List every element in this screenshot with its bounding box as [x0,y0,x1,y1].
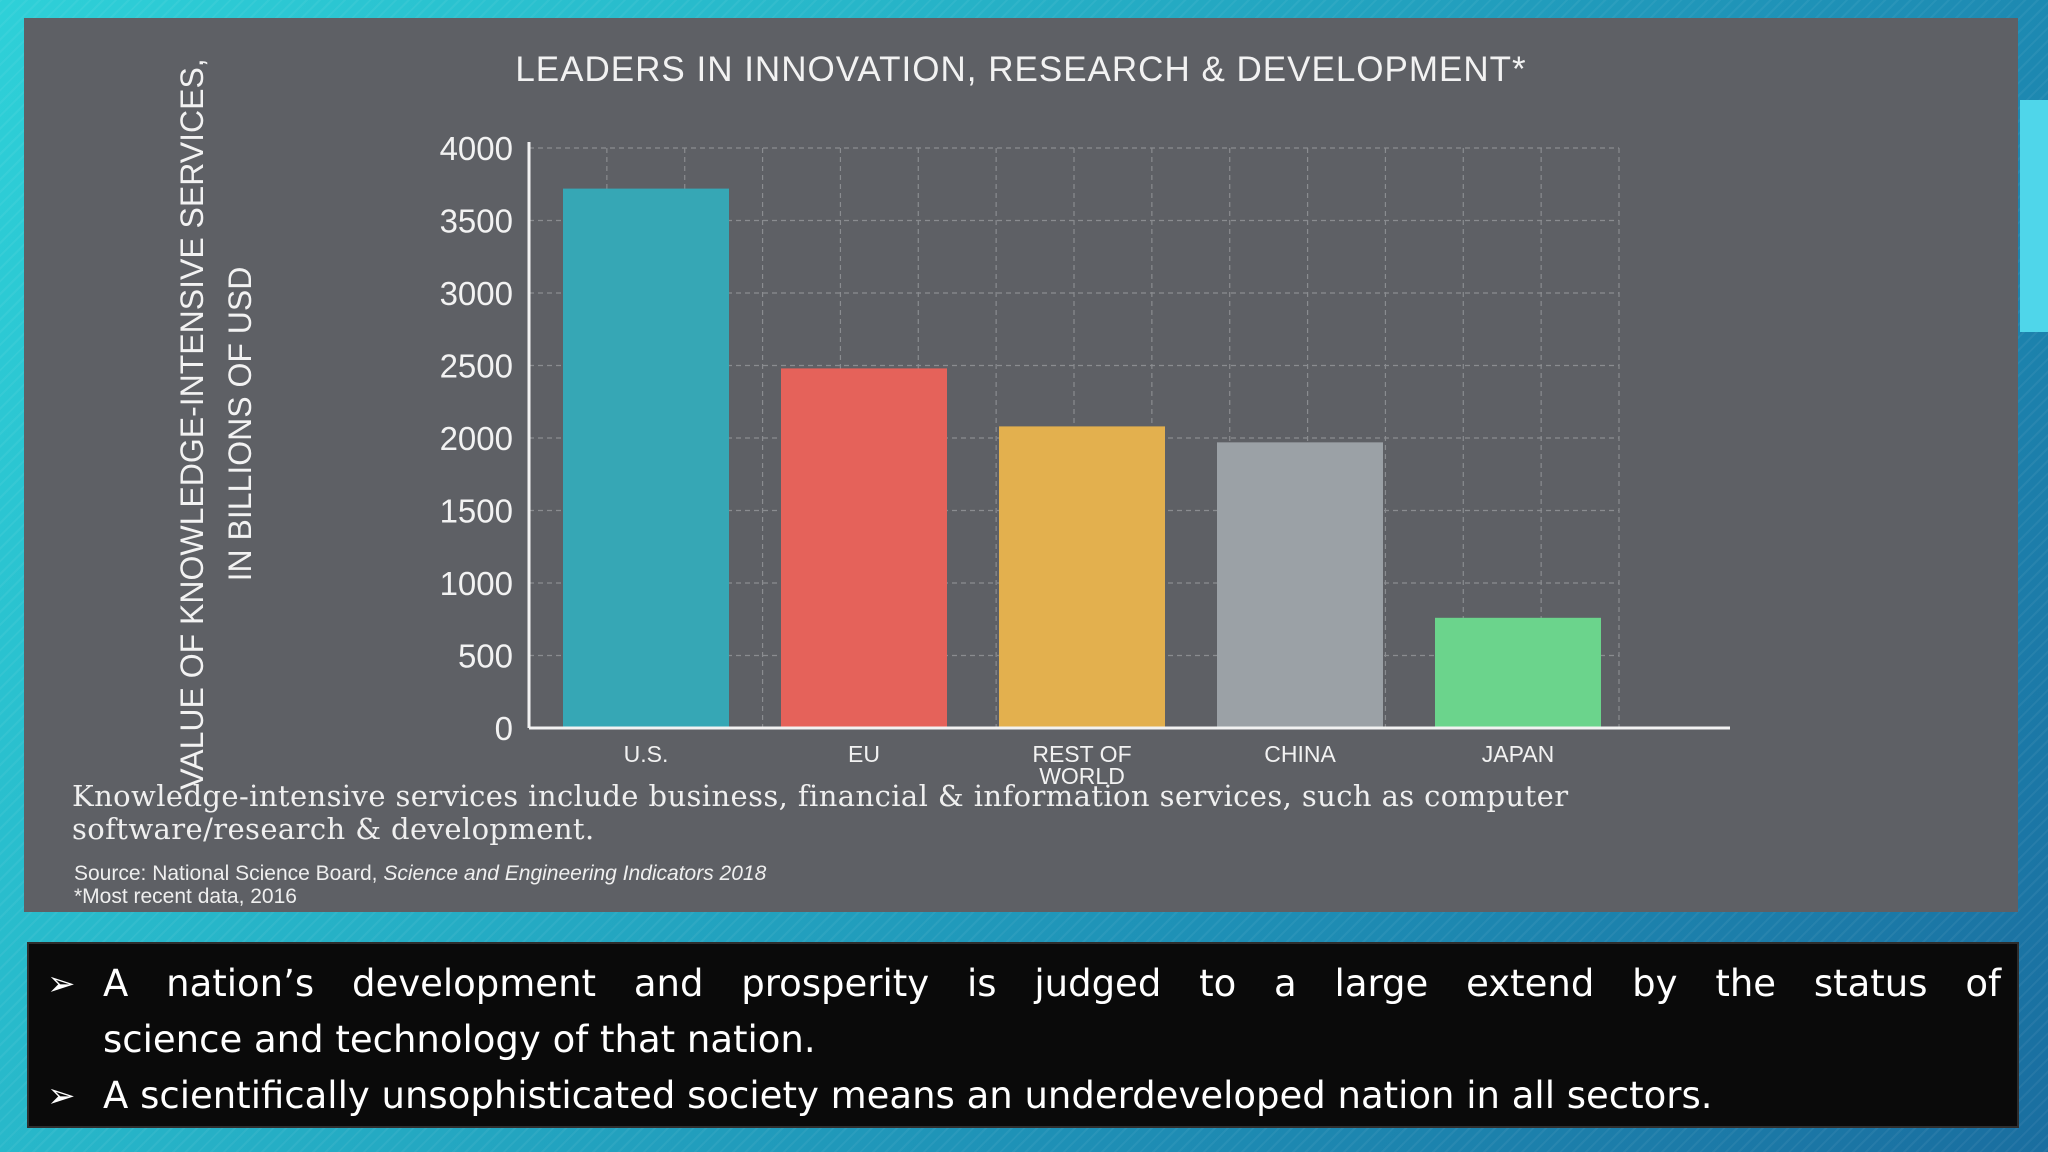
bullet-text-1-line-1: A nation’s development and prosperity is… [103,962,2001,1005]
x-tick-label: JAPAN [1482,741,1554,767]
bullet-item-1: ➢ A nation’s development and prosperity … [47,956,2001,1068]
bar-china [1217,442,1383,728]
bullet-item-2: ➢ A scientifically unsophisticated socie… [47,1068,2001,1124]
y-tick-label: 1500 [440,493,513,530]
x-tick-label: U.S. [624,741,669,767]
bullet-text-1-line-2: science and technology of that nation. [103,1018,816,1061]
bar-chart-plot: 0 500 1000 1500 2000 2500 3000 3500 4000 U.S. EU RE… [440,130,1730,789]
chart-source: Source: National Science Board, Science … [74,862,1474,908]
bar-rest-of-world [999,426,1165,728]
x-tick-label: WORLD [1039,763,1125,789]
bullet-text-2: A scientifically unsophisticated society… [103,1074,1713,1117]
chart-panel: LEADERS IN INNOVATION, RESEARCH & DEVELO… [24,18,2018,912]
y-tick-label: 2000 [440,420,513,457]
y-tick-label: 3000 [440,275,513,312]
arrow-bullet-icon: ➢ [47,964,76,1004]
x-tick-label: REST OF [1032,741,1131,767]
bar-u-s [563,188,729,729]
y-tick-label: 2500 [440,348,513,385]
bar-japan [1435,617,1601,728]
arrow-bullet-icon: ➢ [47,1076,76,1116]
bar-eu [781,368,947,728]
accent-bar [2020,100,2048,332]
y-tick-label: 1000 [440,565,513,602]
y-tick-label: 500 [458,638,513,675]
y-tick-label: 3500 [440,203,513,240]
x-tick-label: CHINA [1264,741,1336,767]
source-prefix: Source: National Science Board, [74,862,384,885]
x-tick-label: EU [848,741,880,767]
chart-note: Knowledge-intensive services include bus… [72,779,1569,846]
y-tick-label: 0 [495,710,513,747]
source-line: Source: National Science Board, Science … [74,862,1474,885]
y-tick-label: 4000 [440,130,513,167]
source-title: Science and Engineering Indicators 2018 [383,862,767,885]
footnote: *Most recent data, 2016 [74,885,297,908]
bullet-text-1: A nation’s development and prosperity is… [103,956,2001,1068]
bullet-box: ➢ A nation’s development and prosperity … [27,942,2019,1128]
chart-title: LEADERS IN INNOVATION, RESEARCH & DEVELO… [515,50,1527,89]
